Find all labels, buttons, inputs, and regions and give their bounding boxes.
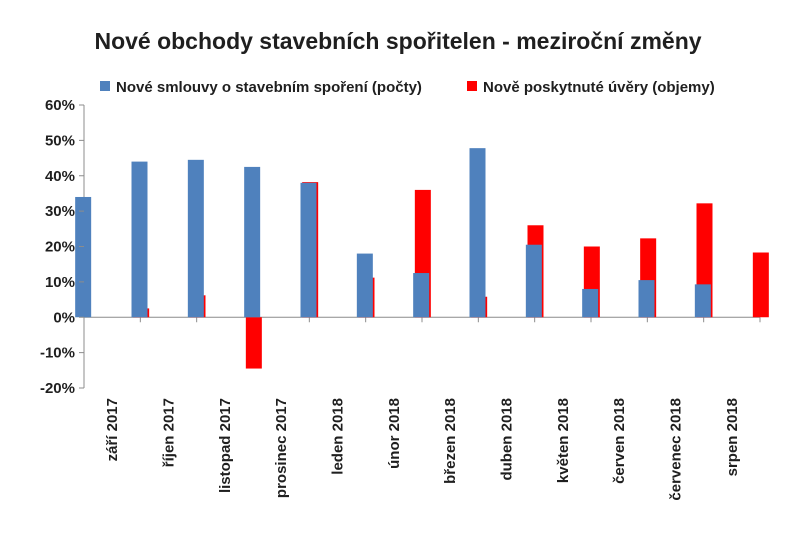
y-tick-label: -10% <box>40 345 75 362</box>
bar-series-1 <box>244 166 261 318</box>
bar-series-1 <box>75 196 92 318</box>
y-axis-ticks: -20% -10% 0% 10% 20% 30% 40% 50% 60% <box>40 97 84 397</box>
x-category-label: leden 2018 <box>330 398 347 475</box>
x-category-label: září 2017 <box>104 398 121 461</box>
legend-swatch-series-1 <box>100 81 110 91</box>
bar-series-1 <box>131 161 148 318</box>
x-category-label: únor 2018 <box>386 398 403 469</box>
bar-series-1 <box>638 280 655 318</box>
legend-swatch-series-2 <box>467 81 477 91</box>
y-tick-label: 60% <box>45 97 75 114</box>
chart-title: Nové obchody stavebních spořitelen - mez… <box>94 28 701 54</box>
bar-series-2 <box>752 252 769 318</box>
x-category-label: duben 2018 <box>499 398 516 481</box>
x-category-label: červenec 2018 <box>668 398 685 501</box>
x-category-label: říjen 2017 <box>161 398 178 467</box>
y-tick-label: 20% <box>45 239 75 256</box>
y-tick-label: 50% <box>45 132 75 149</box>
legend-label-series-1: Nové smlouvy o stavebním spoření (počty) <box>116 79 422 96</box>
bar-series-1 <box>582 288 599 318</box>
y-tick-label: 30% <box>45 203 75 220</box>
y-tick-label: 0% <box>53 309 75 326</box>
x-category-label: srpen 2018 <box>724 398 741 476</box>
legend: Nové smlouvy o stavebním spoření (počty)… <box>100 79 715 96</box>
bars <box>75 148 769 369</box>
x-category-label: květen 2018 <box>555 398 572 483</box>
y-tick-label: -20% <box>40 380 75 397</box>
legend-label-series-2: Nově poskytnuté úvěry (objemy) <box>483 79 715 96</box>
x-category-label: prosinec 2017 <box>273 398 290 498</box>
y-tick-label: 10% <box>45 274 75 291</box>
bar-series-1 <box>694 284 711 318</box>
y-tick-label: 40% <box>45 168 75 185</box>
bar-series-1 <box>469 148 486 318</box>
x-category-label: listopad 2017 <box>217 398 234 493</box>
x-category-label: červen 2018 <box>611 398 628 484</box>
bar-series-1 <box>356 253 373 318</box>
bar-series-1 <box>413 273 430 318</box>
x-axis-categories: září 2017 říjen 2017 listopad 2017 prosinec… <box>104 398 741 501</box>
bar-series-2 <box>245 317 262 369</box>
bar-series-1 <box>525 244 542 318</box>
bar-series-1 <box>300 182 317 318</box>
bar-series-1 <box>187 159 204 318</box>
x-category-label: březen 2018 <box>442 398 459 484</box>
